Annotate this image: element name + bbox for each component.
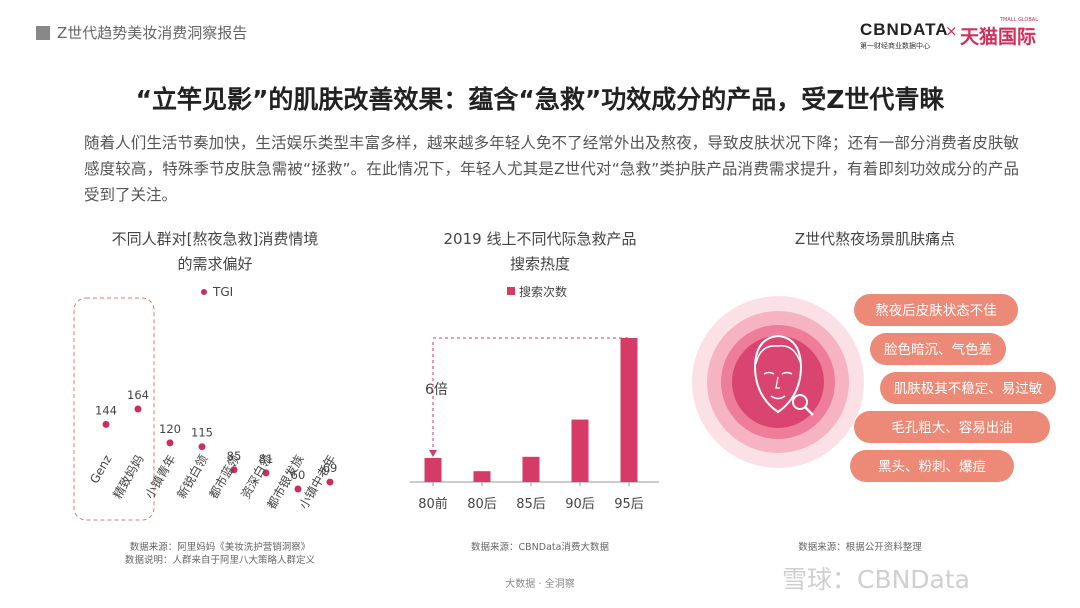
chart3-pain-point-item: 毛孔粗大、容易出油 bbox=[854, 411, 1050, 443]
partner-times-sign: × bbox=[945, 22, 958, 40]
chart3-core-circle bbox=[732, 336, 824, 428]
chart1-point bbox=[230, 466, 238, 474]
chart1-data-label: 60 bbox=[291, 468, 306, 482]
chart3-source-note: 数据来源：根据公开资料整理 bbox=[798, 542, 922, 553]
chart3-pain-point-label: 肌肤极其不稳定、易过敏 bbox=[894, 381, 1043, 397]
chart2-bar bbox=[473, 471, 491, 482]
chart3-pain-point-pill bbox=[854, 294, 1018, 326]
chart1-category-label: 都市蓝领 bbox=[206, 452, 243, 501]
chart2-bar bbox=[620, 338, 638, 482]
chart1-data-label: 120 bbox=[159, 422, 181, 436]
chart2-bar bbox=[424, 458, 442, 482]
chart2-category-label: 90后 bbox=[565, 497, 595, 512]
chart1-data-label: 85 bbox=[227, 449, 242, 463]
chart1-category-label: 资深白领 bbox=[238, 452, 275, 501]
face-mouth-icon bbox=[770, 395, 786, 400]
magnifier-icon bbox=[792, 394, 808, 410]
chart1-title-line1: 不同人群对[熬夜急救]消费情境 bbox=[111, 230, 319, 248]
chart1-point bbox=[166, 439, 174, 447]
chart1-title: 不同人群对[熬夜急救]消费情境 的需求偏好 bbox=[90, 227, 340, 277]
chart2-category-label: 80前 bbox=[418, 496, 448, 512]
chart1-point bbox=[262, 469, 270, 477]
chart1-category-label: 新锐白领 bbox=[174, 452, 211, 501]
chart1-point bbox=[326, 478, 334, 486]
chart3-pain-point-item: 脸色暗沉、气色差 bbox=[870, 333, 1006, 365]
chart1-data-label: 115 bbox=[191, 426, 213, 440]
chart3-pain-point-pill bbox=[870, 333, 1006, 365]
chart2-bar bbox=[522, 456, 540, 482]
magnifier-handle-icon bbox=[804, 406, 814, 416]
chart3-pain-point-pill bbox=[850, 450, 1014, 482]
chart1-data-label: 164 bbox=[127, 388, 149, 402]
chart2-arrowhead bbox=[429, 450, 437, 457]
face-icon bbox=[753, 334, 803, 414]
chart1-legend-marker bbox=[201, 289, 207, 295]
report-label: Z世代趋势美妆消费洞察报告 bbox=[57, 24, 248, 42]
tmall-global-sublabel: TMALL GLOBAL bbox=[1000, 17, 1039, 23]
face-nose-icon bbox=[775, 376, 780, 389]
chart3-pain-point-label: 熬夜后皮肤状态不佳 bbox=[875, 303, 997, 319]
intro-paragraph: 随着人们生活节奏加快，生活娱乐类型丰富多样，越来越多年轻人免不了经常外出及熬夜，… bbox=[84, 134, 1019, 204]
chart1-note-line2: 数据说明：人群来自于阿里八大策略人群定义 bbox=[124, 555, 315, 566]
chart1-category-label: 小镇青年 bbox=[142, 453, 178, 502]
chart3-pain-point-label: 毛孔粗大、容易出油 bbox=[891, 419, 1013, 436]
chart1-point bbox=[198, 443, 206, 451]
chart1-data-label: 81 bbox=[259, 452, 274, 466]
chart2-bar bbox=[571, 419, 589, 482]
tmall-global-logo: 天猫国际 bbox=[960, 26, 1037, 48]
page-title: “立竿见影”的肌肤改善效果：蕴含“急救”功效成分的产品，受Z世代青睐 bbox=[135, 85, 945, 114]
chart1-title-line2: 的需求偏好 bbox=[177, 255, 253, 273]
footer-tagline: 大数据 · 全洞察 bbox=[505, 579, 575, 590]
chart1-point bbox=[102, 420, 110, 428]
chart1-category-label: Genz bbox=[87, 453, 114, 486]
chart2-category-label: 95后 bbox=[614, 497, 644, 512]
face-hairline-icon bbox=[755, 345, 801, 365]
chart3-pain-point-pill bbox=[880, 372, 1056, 404]
chart1-note-line1: 数据来源：阿里妈妈《美妆洗护营销洞察》 bbox=[129, 542, 311, 553]
chart2-category-label: 85后 bbox=[516, 497, 546, 512]
cbndata-logo: CBNDATA bbox=[860, 20, 949, 39]
chart1-category-label: 精致妈妈 bbox=[110, 453, 146, 502]
chart2-title-line2: 搜索热度 bbox=[509, 255, 570, 273]
chart1-data-label: 144 bbox=[95, 403, 117, 417]
chart1-source-note: 数据来源：阿里妈妈《美妆洗护营销洞察》 数据说明：人群来自于阿里八大策略人群定义 bbox=[80, 541, 360, 567]
chart2-legend-label: 搜索次数 bbox=[519, 284, 567, 299]
chart2-search-bars: 搜索次数 80前 80后 85后 90后 95后 6倍 bbox=[410, 284, 659, 512]
chart3-pain-point-label: 脸色暗沉、气色差 bbox=[884, 341, 992, 358]
chart1-data-label: 69 bbox=[323, 461, 338, 475]
chart1-point bbox=[294, 485, 302, 493]
chart1-highlight-box bbox=[73, 297, 155, 521]
chart2-legend-marker bbox=[507, 287, 515, 295]
cbndata-subtitle: 第一财经商业数据中心 bbox=[860, 42, 930, 50]
chart3-pain-point-item: 熬夜后皮肤状态不佳 bbox=[854, 294, 1018, 326]
chart3-pain-point-item: 黑头、粉刺、爆痘 bbox=[850, 450, 1014, 482]
chart1-legend-label: TGI bbox=[212, 285, 233, 299]
chart2-title-line1: 2019 线上不同代际急救产品 bbox=[443, 230, 637, 248]
chart2-source-note: 数据来源：CBNData消费大数据 bbox=[471, 542, 609, 553]
chart2-title: 2019 线上不同代际急救产品 搜索热度 bbox=[390, 227, 690, 277]
chart3-pain-point-item: 肌肤极其不稳定、易过敏 bbox=[880, 372, 1056, 404]
chart2-annotation-label: 6倍 bbox=[425, 382, 448, 398]
chart2-category-label: 80后 bbox=[467, 497, 497, 512]
chart3-pain-point-pill bbox=[854, 411, 1050, 443]
chart3-title: Z世代熬夜场景肌肤痛点 bbox=[794, 230, 956, 248]
face-left-eye-icon bbox=[763, 371, 775, 375]
chart1-point bbox=[134, 405, 142, 413]
chart3-pain-points-diagram: 熬夜后皮肤状态不佳脸色暗沉、气色差肌肤极其不稳定、易过敏毛孔粗大、容易出油黑头、… bbox=[692, 294, 1056, 482]
chart3-pain-point-label: 黑头、粉刺、爆痘 bbox=[878, 459, 986, 475]
report-marker-square bbox=[36, 26, 50, 40]
watermark: 雪球：CBNData bbox=[782, 565, 971, 594]
face-right-eye-icon bbox=[781, 371, 793, 375]
